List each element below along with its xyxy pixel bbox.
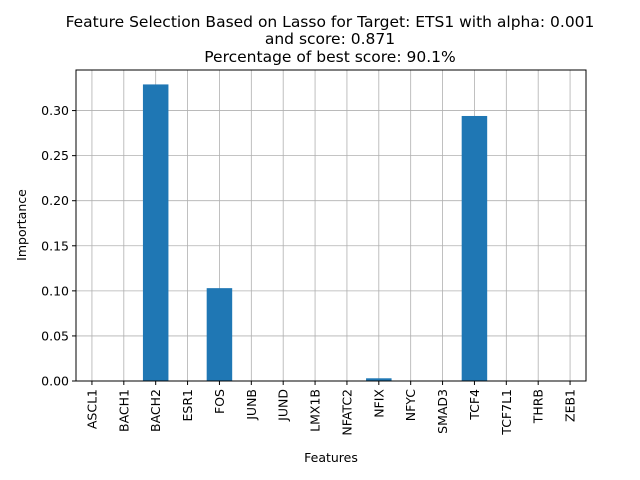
bar-nfix: [366, 378, 392, 381]
x-axis-label: Features: [304, 450, 358, 465]
y-axis-label: Importance: [14, 189, 29, 261]
x-tick-label: NFATC2: [339, 389, 354, 436]
x-tick-label: SMAD3: [435, 389, 450, 434]
bars-group: [142, 84, 488, 382]
x-tick-label: BACH2: [148, 389, 163, 432]
x-tick-label: FOS: [212, 389, 227, 414]
x-tick-label: TCF4: [467, 389, 482, 421]
y-tick-label: 0.05: [41, 328, 69, 343]
y-tick-label: 0.25: [41, 148, 69, 163]
bar-tcf4: [461, 115, 488, 382]
x-tick-label: ESR1: [180, 389, 195, 421]
x-tick-label: NFIX: [371, 389, 386, 418]
x-tick-label: LMX1B: [308, 389, 323, 432]
x-tick-label: ZEB1: [563, 389, 578, 422]
x-tick-label: JUND: [276, 389, 291, 422]
chart-title-line-2: and score: 0.871: [265, 30, 395, 48]
y-tick-label: 0.30: [41, 103, 69, 118]
x-tick-label: BACH1: [116, 389, 131, 432]
x-axis-ticks: ASCL1 BACH1 BACH2 ESR1 FOS JUNB JUND LMX1B NFATC…: [84, 381, 578, 436]
x-tick-label: NFYC: [403, 389, 418, 421]
y-tick-label: 0.20: [41, 193, 69, 208]
y-tick-label: 0.10: [41, 283, 69, 298]
chart-title: Feature Selection Based on Lasso for Tar…: [66, 13, 595, 66]
y-axis-ticks: 0.00 0.05 0.10 0.15 0.20 0.25 0.30: [41, 103, 76, 389]
plot-frame: [75, 69, 587, 382]
chart-title-line-3: Percentage of best score: 90.1%: [204, 48, 455, 66]
y-tick-label: 0.00: [41, 374, 69, 389]
chart-title-line-1: Feature Selection Based on Lasso for Tar…: [66, 13, 595, 31]
bar-bach2: [142, 84, 169, 381]
y-tick-label: 0.15: [41, 238, 69, 253]
x-tick-label: ASCL1: [84, 389, 99, 429]
x-tick-label: THRB: [531, 389, 546, 424]
x-tick-label: TCF7L1: [499, 389, 514, 436]
bar-fos: [206, 288, 233, 381]
x-tick-label: JUNB: [244, 389, 259, 421]
